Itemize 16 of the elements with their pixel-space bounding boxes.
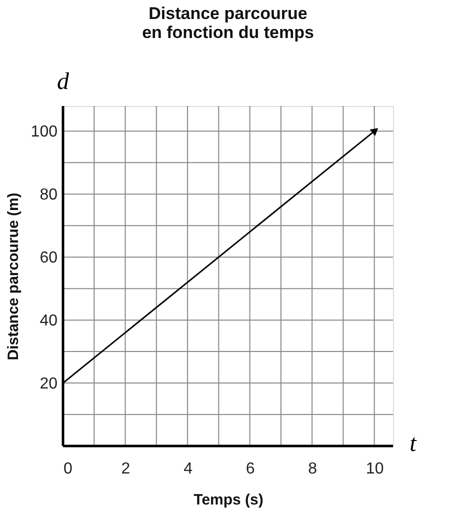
y-tick-label: 100 [30,124,58,141]
x-axis-title: Temps (s) [194,492,264,508]
x-tick-label: 0 [64,460,72,478]
y-tick-label: 40 [40,312,58,330]
x-tick-label: 10 [366,460,384,478]
y-tick-label: 80 [40,186,58,204]
x-tick-label: 6 [246,460,255,478]
y-axis-title: Distance parcourue (m) [4,192,22,360]
y-tick-label: 20 [40,376,58,393]
text: d [57,69,70,95]
x-tick-label: 8 [308,460,318,478]
x-tick-label: 2 [121,460,130,478]
text: t [410,431,418,457]
chart-title: Distance parcourue en fonction du temps [142,4,314,42]
x-tick-label: 4 [184,460,193,478]
y-tick-label: 60 [40,250,58,267]
